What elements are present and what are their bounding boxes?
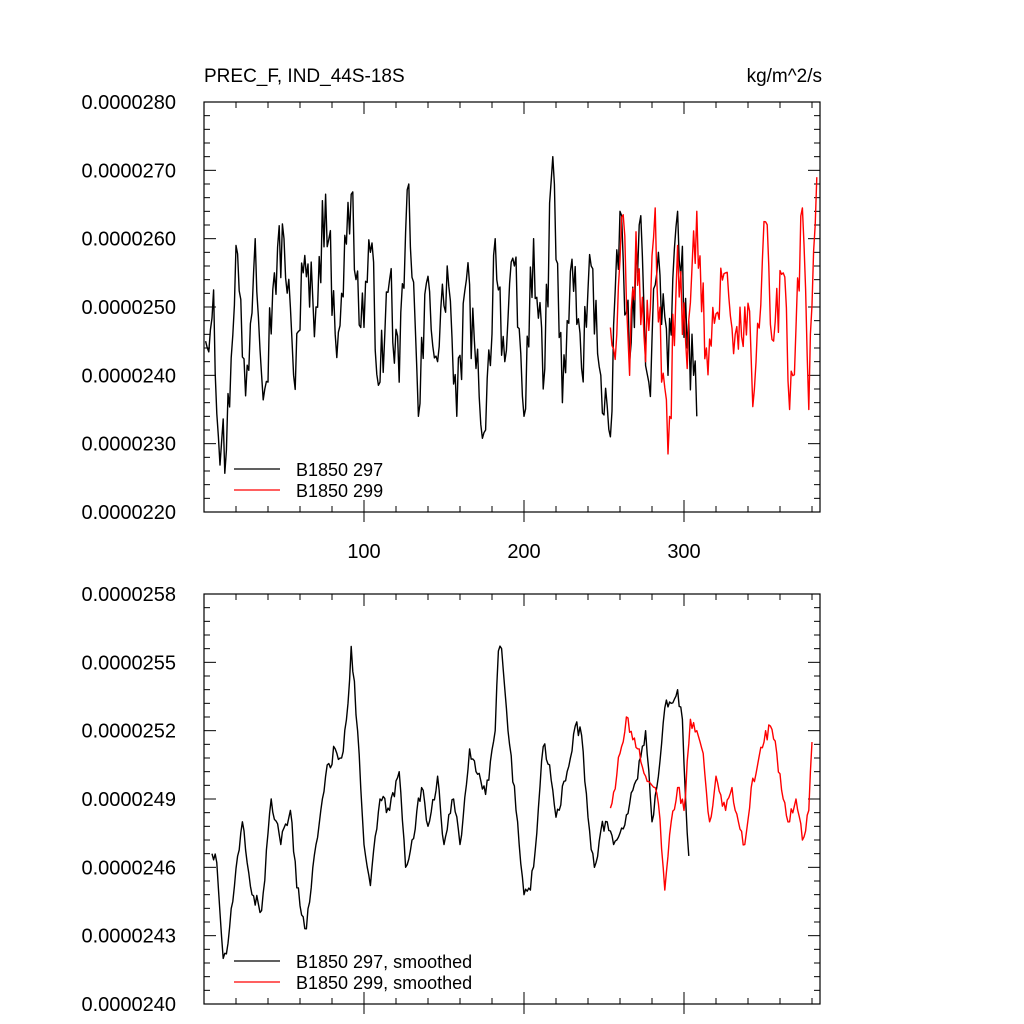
y-tick-label: 0.0000240 [81,365,176,387]
y-tick-label: 0.0000250 [81,297,176,319]
y-tick-label: 0.0000270 [81,160,176,182]
top-legend: B1850 297 B1850 299 [234,460,383,501]
y-tick-label: 0.0000249 [81,789,176,811]
top-chart-title: PREC_F, IND_44S-18S [204,66,405,87]
y-tick-label: 0.0000240 [81,994,176,1016]
y-tick-label: 0.0000280 [81,92,176,114]
x-tick-label: 300 [667,541,700,563]
legend-label-b1850-299-smoothed: B1850 299, smoothed [296,973,472,993]
top-chart-units: kg/m^2/s [747,66,822,87]
y-tick-label: 0.0000220 [81,502,176,524]
x-tick-label: 100 [347,541,380,563]
y-tick-label: 0.0000260 [81,229,176,251]
top-series-lines [204,155,818,474]
y-tick-label: 0.0000246 [81,857,176,879]
y-tick-label: 0.0000230 [81,434,176,456]
legend-label-b1850-297-smoothed: B1850 297, smoothed [296,952,472,972]
bottom-series-lines [211,645,813,960]
series-line-b1850-299-smoothed [609,716,813,891]
top-axis-ticks: 0.0000220 0.0000230 0.0000240 0.0000250 0.00… [81,92,820,563]
legend-label-b1850-297: B1850 297 [296,460,383,480]
bottom-chart-panel: 0.0000240 0.0000243 0.0000246 0.0000249 0.00… [81,584,821,1016]
series-line-b1850-297-smoothed [211,645,690,960]
x-tick-label: 200 [507,541,540,563]
y-tick-label: 0.0000255 [81,652,176,674]
bottom-axis-ticks: 0.0000240 0.0000243 0.0000246 0.0000249 0.00… [81,584,820,1016]
top-chart-panel: PREC_F, IND_44S-18S kg/m^2/s 0.00002200.… [81,66,822,563]
series-line-b1850-297 [204,155,698,474]
top-plot-frame [203,101,821,513]
y-tick-label: 0.0000252 [81,721,176,743]
bottom-legend: B1850 297, smoothed B1850 299, smoothed [234,952,472,993]
y-tick-label: 0.0000258 [81,584,176,606]
y-tick-label: 0.0000243 [81,926,176,948]
series-line-b1850-299 [609,177,818,455]
legend-label-b1850-299: B1850 299 [296,481,383,501]
